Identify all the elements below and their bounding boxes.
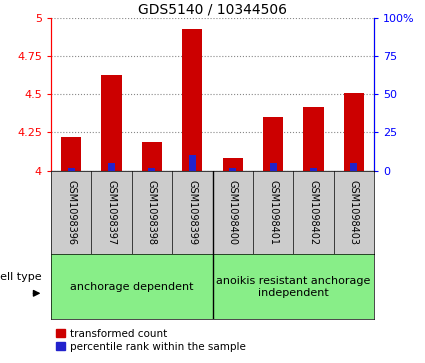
Bar: [229, 168, 236, 171]
Bar: [350, 163, 357, 171]
Text: anoikis resistant anchorage
independent: anoikis resistant anchorage independent: [216, 276, 371, 298]
Text: GSM1098399: GSM1098399: [187, 180, 197, 245]
Legend: transformed count, percentile rank within the sample: transformed count, percentile rank withi…: [52, 325, 250, 356]
Bar: [344, 93, 364, 171]
Text: GSM1098401: GSM1098401: [268, 180, 278, 245]
Bar: [102, 74, 122, 171]
Bar: [68, 168, 75, 171]
Bar: [269, 163, 277, 171]
Bar: [303, 107, 323, 171]
Text: GSM1098396: GSM1098396: [66, 180, 76, 245]
Text: anchorage dependent: anchorage dependent: [70, 282, 193, 292]
Bar: [61, 137, 81, 171]
Title: GDS5140 / 10344506: GDS5140 / 10344506: [138, 3, 287, 17]
Bar: [310, 168, 317, 171]
Bar: [182, 29, 202, 171]
Bar: [263, 117, 283, 171]
Bar: [148, 168, 156, 171]
Bar: [142, 142, 162, 171]
Bar: [108, 163, 115, 171]
Text: GSM1098397: GSM1098397: [107, 180, 116, 245]
Bar: [223, 158, 243, 171]
Bar: [189, 155, 196, 171]
Text: GSM1098403: GSM1098403: [349, 180, 359, 245]
Text: GSM1098398: GSM1098398: [147, 180, 157, 245]
Text: GSM1098402: GSM1098402: [309, 180, 318, 245]
Text: GSM1098400: GSM1098400: [228, 180, 238, 245]
Text: cell type: cell type: [0, 272, 42, 282]
